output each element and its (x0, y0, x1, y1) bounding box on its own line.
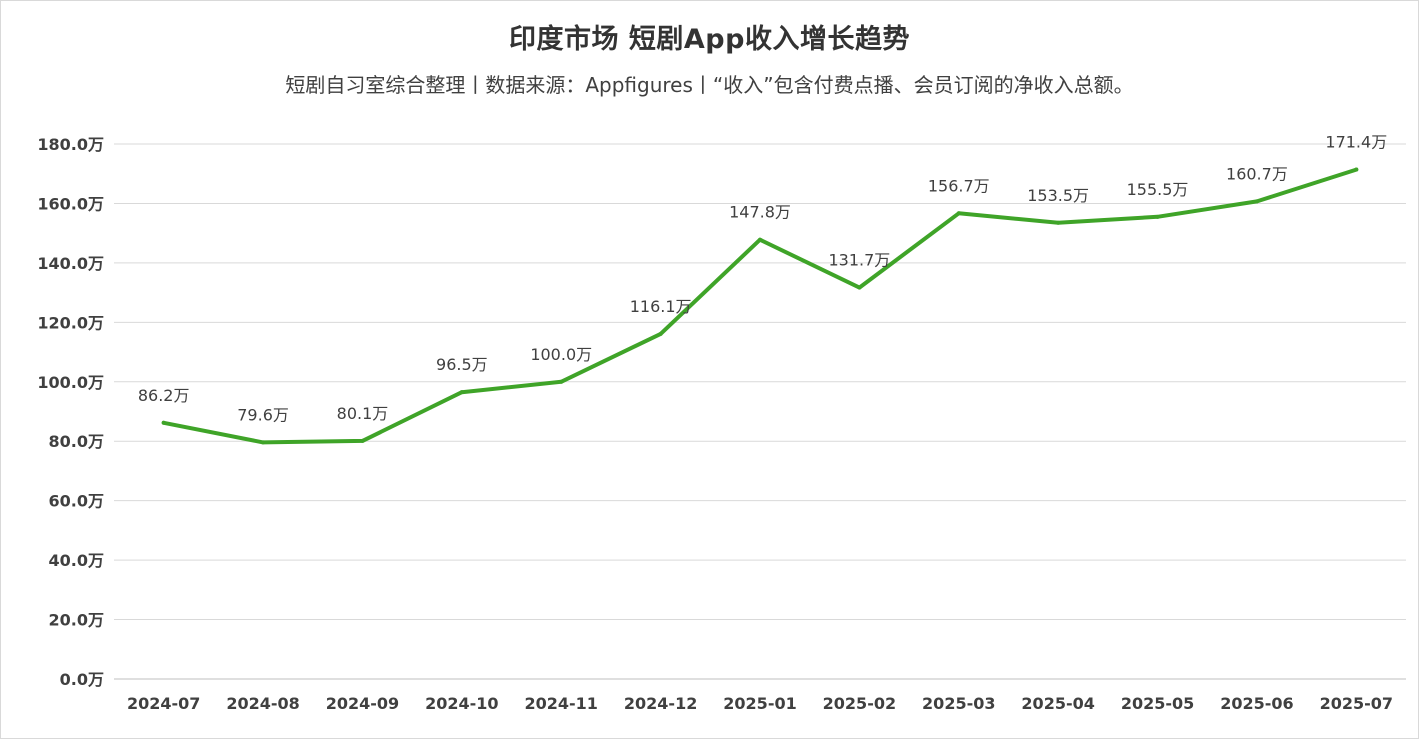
y-tick-label: 180.0万 (37, 135, 104, 154)
series-line-group (161, 167, 1359, 445)
data-label: 155.5万 (1127, 180, 1189, 199)
x-tick-label: 2025-02 (823, 694, 896, 713)
y-tick-label: 40.0万 (49, 551, 104, 570)
data-point (459, 390, 464, 395)
data-point (658, 331, 663, 336)
y-tick-label: 100.0万 (37, 373, 104, 392)
data-point (1254, 199, 1259, 204)
x-tick-label: 2024-09 (326, 694, 399, 713)
data-point (161, 420, 166, 425)
x-axis-tick-labels: 2024-07 2024-08 2024-09 2024-10 2024-11 2024-… (127, 694, 1393, 713)
data-labels: 86.2万 79.6万 80.1万 96.5万 100.0万 116.1万 147.8万 13… (138, 133, 1387, 425)
y-tick-label: 120.0万 (37, 313, 104, 332)
y-tick-label: 140.0万 (37, 254, 104, 273)
data-label: 79.6万 (237, 405, 289, 424)
x-tick-label: 2024-12 (624, 694, 697, 713)
data-point (1155, 214, 1160, 219)
x-tick-label: 2025-06 (1220, 694, 1293, 713)
data-point (1354, 167, 1359, 172)
data-point (857, 285, 862, 290)
data-point (261, 440, 266, 445)
data-label: 171.4万 (1325, 133, 1387, 152)
data-label: 156.7万 (928, 176, 990, 195)
x-tick-label: 2025-05 (1121, 694, 1194, 713)
y-tick-label: 60.0万 (49, 492, 104, 511)
data-label: 100.0万 (530, 345, 592, 364)
y-tick-label: 80.0万 (49, 432, 104, 451)
data-point (956, 211, 961, 216)
data-label: 147.8万 (729, 203, 791, 222)
x-tick-label: 2025-07 (1320, 694, 1393, 713)
chart-title: 印度市场 短剧App收入增长趋势 (509, 24, 910, 55)
gridlines (114, 143, 1406, 680)
data-point (559, 379, 564, 384)
data-point (758, 237, 762, 242)
data-label: 96.5万 (436, 355, 488, 374)
chart-subtitle: 短剧自习室综合整理丨数据来源：Appfigures丨“收入”包含付费点播、会员订… (285, 73, 1134, 97)
y-axis-tick-labels: 0.0万 20.0万 40.0万 60.0万 80.0万 100.0万 120.0万 140.… (37, 135, 104, 689)
y-tick-label: 160.0万 (37, 194, 104, 213)
x-tick-label: 2025-03 (922, 694, 995, 713)
data-label: 153.5万 (1027, 186, 1089, 205)
y-tick-label: 0.0万 (60, 670, 104, 689)
data-point (360, 438, 365, 443)
x-tick-label: 2024-07 (127, 694, 200, 713)
data-label: 131.7万 (828, 251, 890, 270)
x-tick-label: 2024-08 (226, 694, 299, 713)
data-label: 86.2万 (138, 386, 190, 405)
y-tick-label: 20.0万 (49, 611, 104, 630)
data-label: 116.1万 (630, 297, 692, 316)
data-label: 80.1万 (337, 404, 389, 423)
data-point (1056, 220, 1061, 225)
x-tick-label: 2025-01 (723, 694, 796, 713)
x-tick-label: 2025-04 (1021, 694, 1094, 713)
data-label: 160.7万 (1226, 164, 1288, 183)
x-tick-label: 2024-11 (525, 694, 598, 713)
x-tick-label: 2024-10 (425, 694, 498, 713)
